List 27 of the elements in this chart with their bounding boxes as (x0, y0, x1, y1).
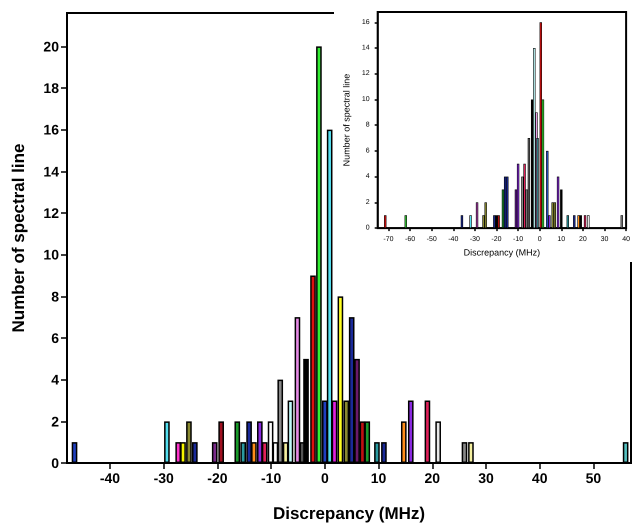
bar (435, 421, 441, 463)
x-tick-label: 30 (478, 470, 494, 486)
y-tick-label: 18 (43, 80, 60, 96)
y-tick-label: 16 (43, 122, 60, 138)
y-tick-label: 8 (51, 288, 60, 304)
x-axis-title: Discrepancy (MHz) (464, 248, 540, 258)
y-tick-label: 0 (51, 455, 60, 471)
x-tick-label: -40 (100, 470, 120, 486)
y-axis-title: Number of spectral line (9, 144, 28, 332)
x-tick-label: 40 (532, 470, 548, 486)
x-tick-label: -20 (207, 470, 228, 486)
bar (72, 442, 78, 463)
bar (424, 400, 430, 463)
y-tick-label: 10 (43, 246, 60, 263)
y-tick-label: 12 (43, 205, 60, 221)
y-tick-label: 20 (43, 38, 60, 54)
y-tick-label: 2 (51, 413, 60, 430)
x-tick-label: 50 (586, 470, 602, 486)
x-tick-label: -30 (154, 470, 174, 486)
x-tick-label: -10 (260, 470, 282, 486)
x-tick-label: 20 (424, 470, 440, 486)
y-tick-label: 14 (43, 163, 60, 180)
y-tick-label: 6 (51, 330, 60, 346)
y-tick-label: 4 (51, 372, 60, 388)
x-axis-title: Discrepancy (MHz) (272, 504, 426, 523)
y-axis-title: Number of spectral line (342, 74, 352, 166)
x-tick-label: 0 (320, 470, 329, 486)
